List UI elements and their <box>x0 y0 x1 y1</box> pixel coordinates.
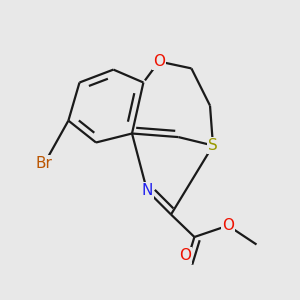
Text: Br: Br <box>36 156 53 171</box>
Text: S: S <box>208 138 218 153</box>
Text: O: O <box>179 248 191 263</box>
Text: O: O <box>222 218 234 233</box>
Text: O: O <box>153 54 165 69</box>
Text: N: N <box>141 183 153 198</box>
